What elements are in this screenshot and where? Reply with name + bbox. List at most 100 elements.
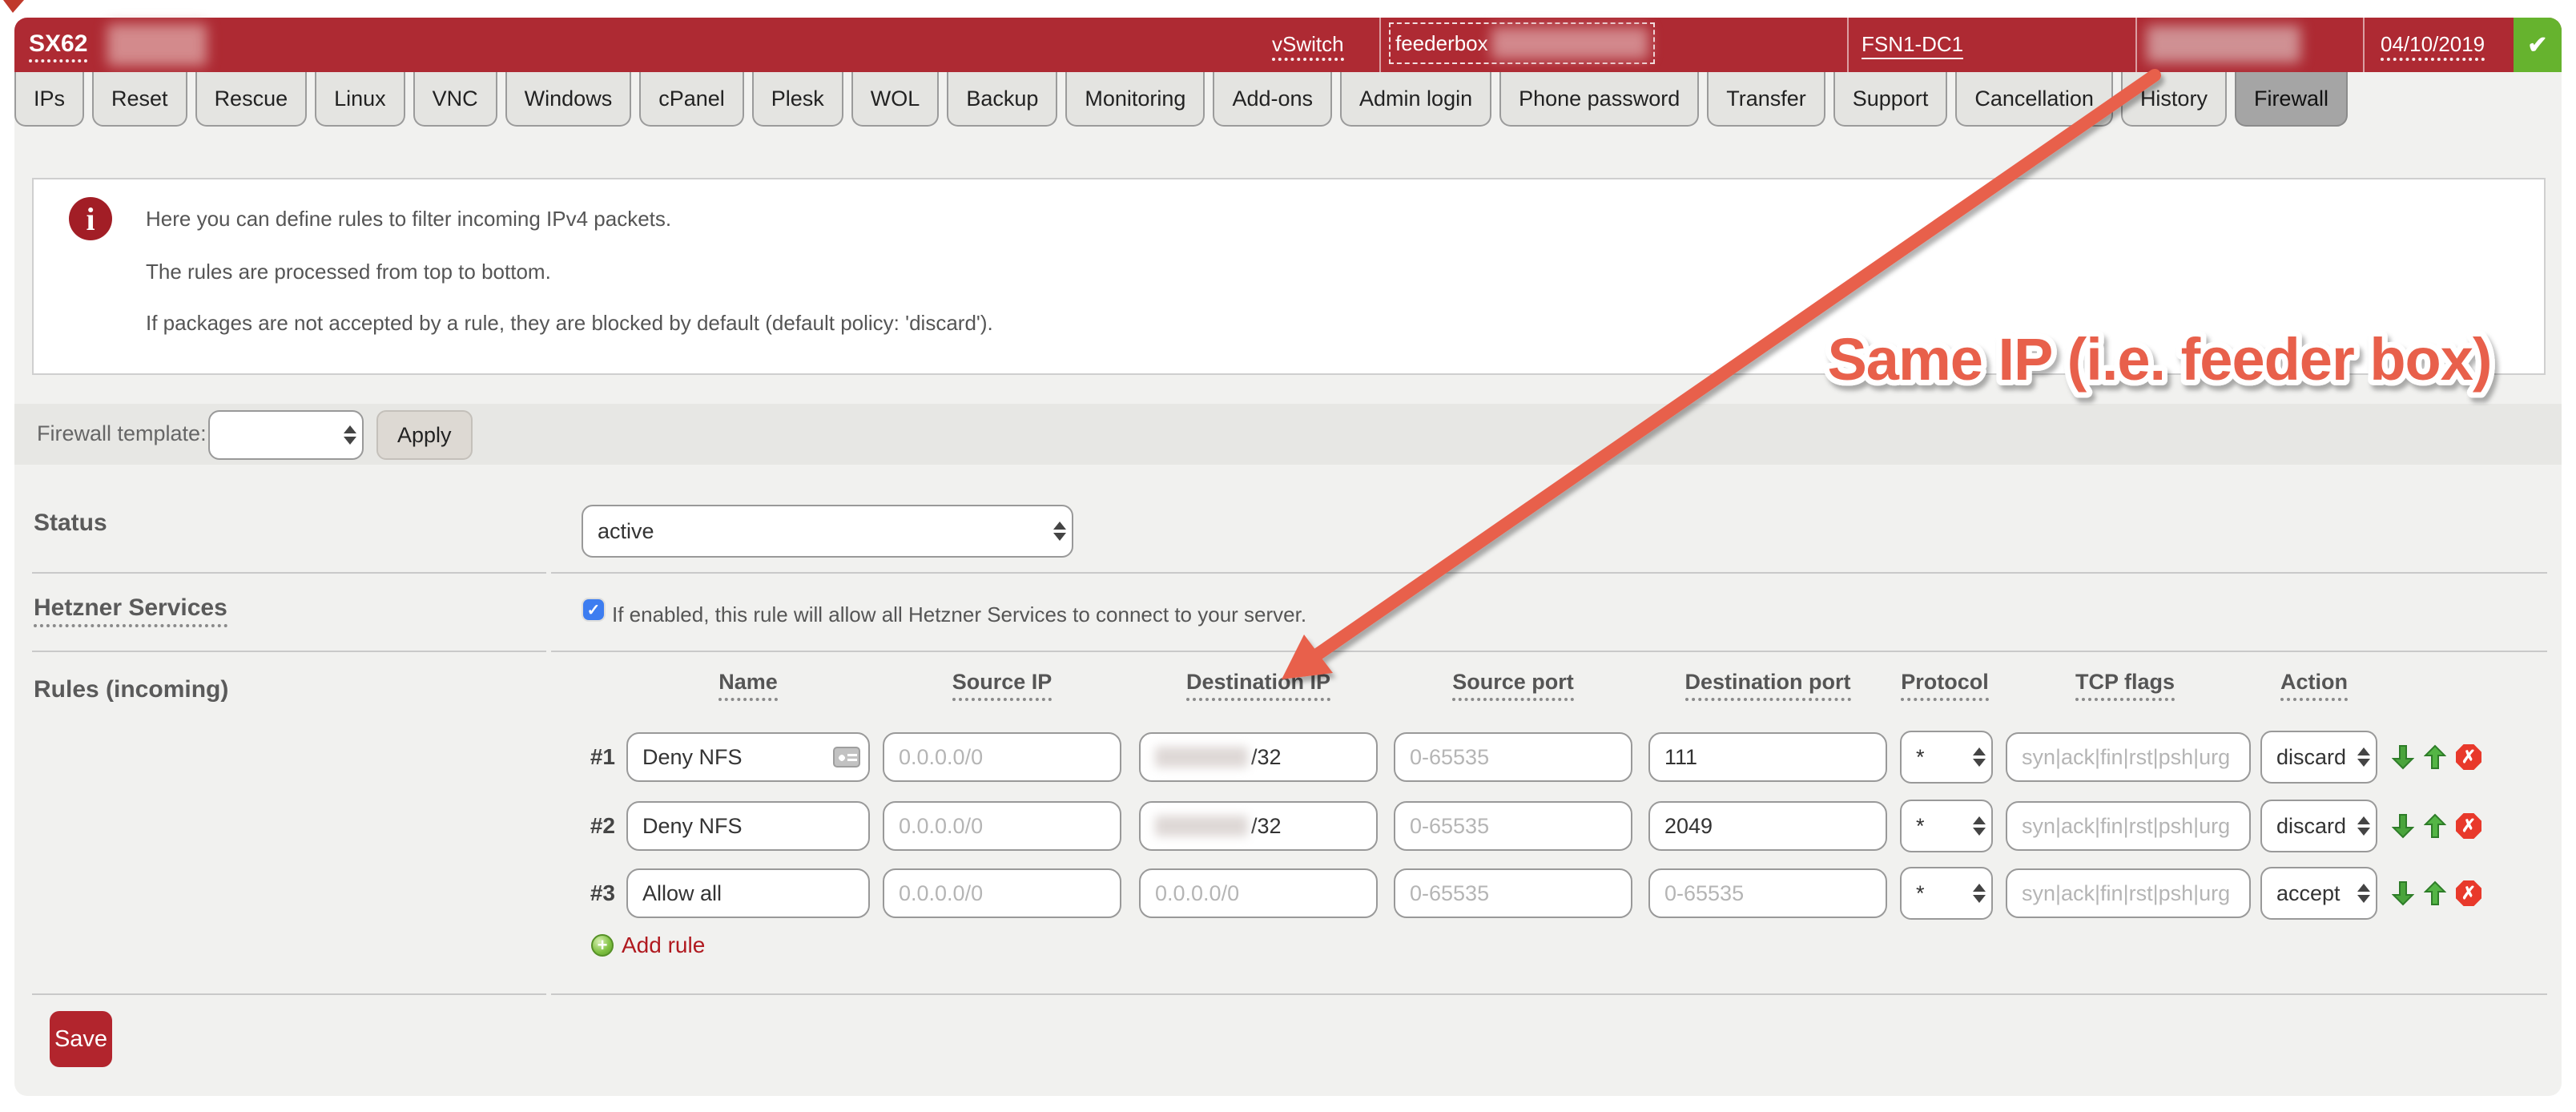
select-stepper-icon [2352, 747, 2376, 767]
destination-ip-redacted [1155, 816, 1248, 836]
datacenter-link[interactable]: FSN1-DC1 [1862, 32, 1964, 59]
select-stepper-icon [2352, 884, 2376, 903]
destination-port-input[interactable] [1648, 868, 1887, 918]
move-down-icon[interactable] [2392, 813, 2414, 839]
tab-add-ons[interactable]: Add-ons [1213, 72, 1333, 127]
source-port-input[interactable] [1394, 868, 1632, 918]
delete-rule-icon[interactable]: ✗ [2456, 813, 2481, 839]
header-separator [1847, 18, 1849, 72]
rule-number: #2 [590, 813, 615, 838]
status-select[interactable]: active [582, 505, 1073, 558]
rules-incoming-label: Rules (incoming) [34, 676, 229, 703]
col-header-destination-port: Destination port [1648, 670, 1887, 701]
server-name-field[interactable]: feederbox [1389, 22, 1655, 64]
action-select[interactable]: accept [2260, 867, 2377, 920]
source-port-input[interactable] [1394, 801, 1632, 851]
move-up-icon[interactable] [2424, 813, 2446, 839]
status-label: Status [34, 510, 107, 536]
col-header-destination-ip: Destination IP [1139, 670, 1378, 701]
autofill-contact-icon[interactable] [833, 747, 860, 768]
feederbox-redacted [1491, 27, 1648, 59]
status-ok-badge: ✔ [2514, 18, 2562, 72]
divider [32, 993, 546, 995]
firewall-template-select[interactable] [208, 410, 364, 460]
tab-wol[interactable]: WOL [851, 72, 940, 127]
action-select[interactable]: discard [2260, 800, 2377, 852]
tab-transfer[interactable]: Transfer [1707, 72, 1825, 127]
select-stepper-icon [1048, 522, 1072, 541]
delete-rule-icon[interactable]: ✗ [2456, 744, 2481, 770]
destination-ip-input[interactable]: /32 [1139, 801, 1378, 851]
top-left-arrowhead-icon [3, 0, 24, 13]
tab-cpanel[interactable]: cPanel [639, 72, 744, 127]
source-ip-input[interactable] [883, 801, 1121, 851]
tab-reset[interactable]: Reset [92, 72, 187, 127]
tab-firewall[interactable]: Firewall [2234, 72, 2348, 127]
server-ip-redacted [2147, 26, 2300, 62]
protocol-select[interactable]: * [1900, 731, 1993, 784]
rule-number: #3 [590, 880, 615, 905]
info-icon: i [69, 197, 112, 240]
tab-cancellation[interactable]: Cancellation [1955, 72, 2113, 127]
header-separator [2135, 18, 2137, 72]
tab-ips[interactable]: IPs [14, 72, 85, 127]
protocol-select[interactable]: * [1900, 867, 1993, 920]
select-stepper-icon [2352, 816, 2376, 836]
destination-ip-input[interactable]: /32 [1139, 732, 1378, 782]
tab-windows[interactable]: Windows [505, 72, 632, 127]
tcp-flags-input[interactable] [2006, 732, 2251, 782]
tab-rescue[interactable]: Rescue [195, 72, 308, 127]
add-icon: + [591, 934, 614, 957]
tab-linux[interactable]: Linux [315, 72, 405, 127]
protocol-select[interactable]: * [1900, 800, 1993, 852]
rule-name-input[interactable] [626, 732, 870, 782]
server-type-label[interactable]: SX62 [29, 30, 88, 62]
save-button[interactable]: Save [50, 1011, 112, 1067]
action-select[interactable]: discard [2260, 731, 2377, 784]
destination-ip-input[interactable] [1139, 868, 1378, 918]
divider [32, 651, 546, 652]
tab-plesk[interactable]: Plesk [751, 72, 843, 127]
tcp-flags-input[interactable] [2006, 801, 2251, 851]
tab-phone-password[interactable]: Phone password [1499, 72, 1700, 127]
source-ip-input[interactable] [883, 868, 1121, 918]
rule-name-input[interactable] [626, 801, 870, 851]
server-name-redacted [107, 24, 207, 66]
move-up-icon[interactable] [2424, 744, 2446, 770]
move-down-icon[interactable] [2392, 880, 2414, 906]
firewall-template-bar: Firewall template: Apply [14, 404, 2562, 465]
tab-admin-login[interactable]: Admin login [1340, 72, 1492, 127]
col-header-protocol: Protocol [1900, 670, 1990, 701]
paid-until-date[interactable]: 04/10/2019 [2381, 32, 2485, 61]
add-rule-link[interactable]: + Add rule [591, 933, 705, 958]
tab-backup[interactable]: Backup [947, 72, 1058, 127]
move-up-icon[interactable] [2424, 880, 2446, 906]
tab-history[interactable]: History [2120, 72, 2227, 127]
rule-name-input[interactable] [626, 868, 870, 918]
delete-rule-icon[interactable]: ✗ [2456, 880, 2481, 906]
col-header-name: Name [626, 670, 870, 701]
hetzner-services-checkbox[interactable]: ✓ [583, 599, 604, 620]
rule-row: /32 * discard ✗ [626, 800, 2481, 852]
rules-table-header: Name Source IP Destination IP Source por… [626, 670, 2371, 701]
destination-port-input[interactable] [1648, 801, 1887, 851]
vswitch-link[interactable]: vSwitch [1272, 32, 1344, 61]
info-line: The rules are processed from top to bott… [146, 260, 551, 284]
destination-port-input[interactable] [1648, 732, 1887, 782]
tab-vnc[interactable]: VNC [413, 72, 497, 127]
info-box: i Here you can define rules to filter in… [32, 178, 2546, 375]
tcp-flags-input[interactable] [2006, 868, 2251, 918]
firewall-template-label: Firewall template: [37, 421, 207, 445]
divider [32, 572, 546, 574]
tab-monitoring[interactable]: Monitoring [1065, 72, 1205, 127]
col-header-tcp-flags: TCP flags [2002, 670, 2248, 701]
rule-number: #1 [590, 744, 615, 769]
divider [551, 993, 2547, 995]
apply-button[interactable]: Apply [376, 410, 473, 460]
tab-support[interactable]: Support [1833, 72, 1948, 127]
move-down-icon[interactable] [2392, 744, 2414, 770]
source-ip-input[interactable] [883, 732, 1121, 782]
col-header-action: Action [2257, 670, 2371, 701]
source-port-input[interactable] [1394, 732, 1632, 782]
